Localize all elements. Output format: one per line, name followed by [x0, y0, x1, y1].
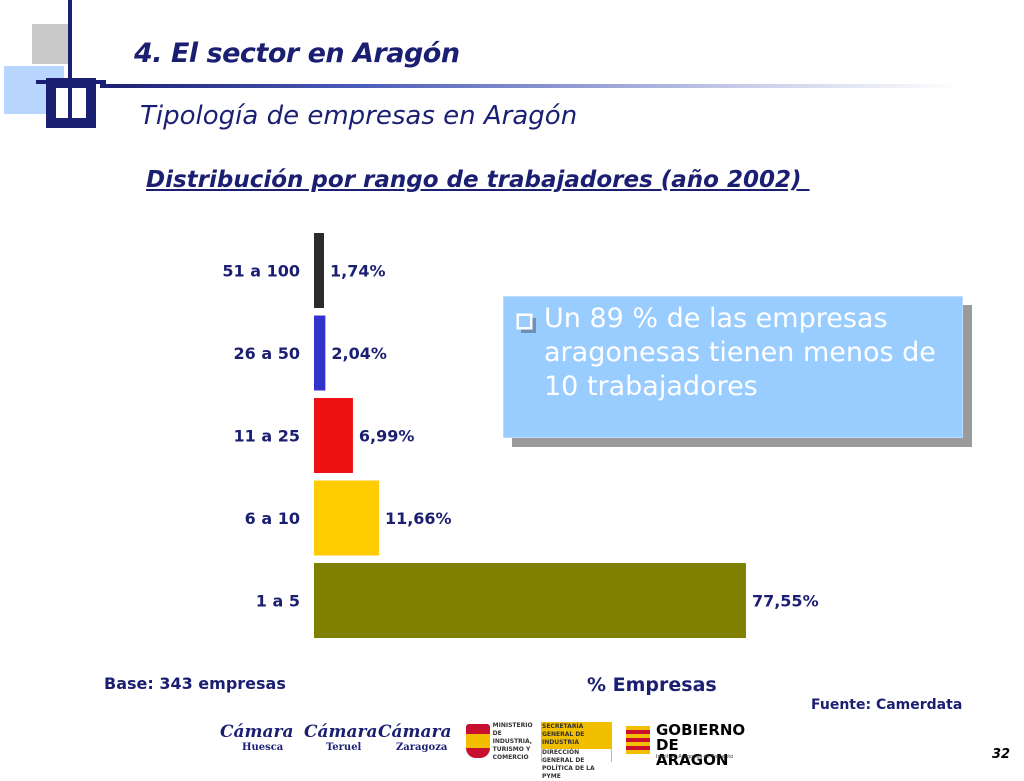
camara-teruel-logo: Cámara Teruel — [304, 722, 378, 753]
section-title: 4. El sector en Aragón — [134, 38, 460, 69]
title-divider — [100, 84, 960, 88]
bar — [314, 315, 326, 391]
category-label: 51 a 100 — [222, 262, 300, 281]
aragon-flag-icon — [626, 726, 650, 754]
bar — [314, 480, 379, 556]
x-axis-label: % Empresas — [587, 674, 717, 696]
page-number: 32 — [992, 747, 1011, 762]
checkbox-bullet-icon — [516, 313, 536, 333]
base-note: Base: 343 empresas — [104, 674, 286, 693]
ministerio-logo: MINISTERIO DE INDUSTRIA, TURISMO Y COMER… — [466, 722, 612, 781]
callout-box: Un 89 % de las empresas aragonesas tiene… — [503, 296, 963, 438]
gobierno-aragon-logo: GOBIERNO DE ARAGON Instituto Aragonés de… — [626, 722, 746, 768]
camara-zaragoza-logo: Cámara Zaragoza — [378, 722, 452, 753]
value-label: 2,04% — [331, 344, 387, 363]
bar — [314, 563, 746, 638]
category-label: 1 a 5 — [256, 592, 300, 611]
coat-of-arms-icon — [466, 724, 490, 758]
page-subtitle: Tipología de empresas en Aragón — [140, 101, 578, 131]
bar — [314, 398, 353, 473]
source-note: Fuente: Camerdata — [811, 697, 963, 713]
value-label: 1,74% — [330, 262, 386, 281]
value-label: 77,55% — [752, 592, 819, 611]
value-label: 11,66% — [385, 509, 452, 528]
value-label: 6,99% — [359, 427, 415, 446]
category-label: 6 a 10 — [245, 509, 300, 528]
chart-title: Distribución por rango de trabajadores (… — [146, 167, 810, 193]
callout-text: Un 89 % de las empresas aragonesas tiene… — [544, 303, 936, 402]
camara-huesca-logo: Cámara Huesca — [220, 722, 294, 753]
corner-decoration — [0, 0, 130, 140]
category-label: 26 a 50 — [234, 344, 300, 363]
bar — [314, 233, 324, 308]
category-label: 11 a 25 — [234, 427, 300, 446]
